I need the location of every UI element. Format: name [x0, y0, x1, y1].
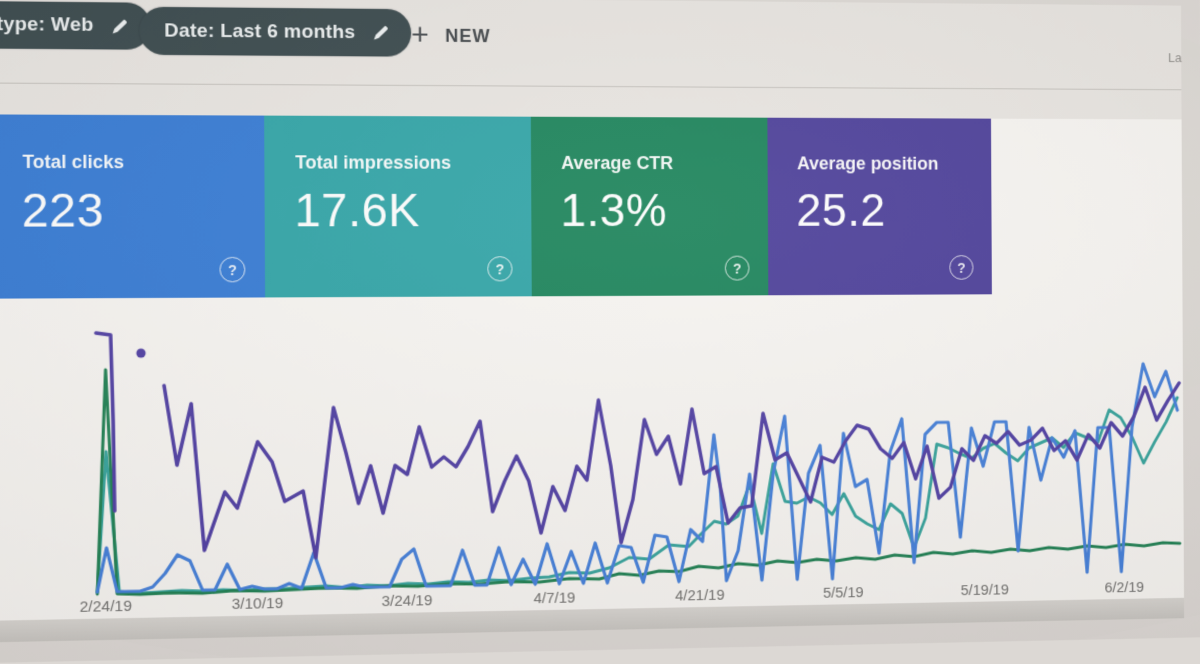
x-axis-tick-label: 2/24/19: [80, 598, 132, 616]
card-value: 223: [21, 183, 105, 237]
help-icon[interactable]: ?: [219, 256, 246, 283]
card-value: 1.3%: [560, 183, 668, 237]
new-filter-button[interactable]: + NEW: [411, 18, 491, 52]
date-filter-chip[interactable]: Date: Last 6 months: [139, 6, 412, 57]
total-impressions-card[interactable]: Total impressions 17.6K ?: [264, 115, 532, 298]
help-icon[interactable]: ?: [949, 255, 974, 280]
filter-bar: type: Web Date: Last 6 months + NEW La: [0, 0, 1182, 91]
x-axis-tick-label: 6/2/19: [1104, 579, 1144, 596]
series-line-position: [164, 377, 1180, 560]
search-type-filter-chip[interactable]: type: Web: [0, 0, 152, 50]
new-button-label: NEW: [445, 25, 491, 46]
search-console-screen: type: Web Date: Last 6 months + NEW La T: [0, 0, 1185, 643]
card-value: 25.2: [796, 184, 886, 236]
card-label: Average position: [797, 153, 939, 174]
card-value: 17.6K: [294, 183, 421, 237]
edit-pencil-icon: [112, 19, 128, 34]
plus-icon: +: [411, 18, 431, 52]
x-axis-tick-label: 5/19/19: [961, 582, 1009, 599]
x-axis-tick-label: 4/21/19: [675, 587, 725, 605]
date-chip-label: Date: Last 6 months: [164, 19, 356, 43]
photographed-screen: type: Web Date: Last 6 months + NEW La T: [0, 0, 1184, 642]
performance-chart-svg: 2/24/19 3/10/19 3/24/19 4/7/19 4/21/19 5/5/19…: [80, 293, 1184, 616]
metric-cards-row: Total clicks 223 ? Total impressions 17.…: [0, 114, 1182, 299]
partial-top-right-text: La: [1167, 50, 1182, 65]
total-clicks-card[interactable]: Total clicks 223 ?: [0, 114, 266, 299]
help-icon[interactable]: ?: [724, 255, 750, 281]
average-position-card[interactable]: Average position 25.2 ?: [767, 117, 992, 296]
performance-chart: 2/24/19 3/10/19 3/24/19 4/7/19 4/21/19 5/5/19…: [0, 293, 1184, 620]
x-axis-tick-label: 5/5/19: [823, 584, 864, 601]
series-line-ctr: [96, 362, 1180, 596]
card-label: Average CTR: [561, 152, 674, 174]
card-label: Total clicks: [22, 151, 125, 173]
search-type-chip-label: type: Web: [0, 13, 94, 37]
average-ctr-card[interactable]: Average CTR 1.3% ?: [530, 116, 769, 297]
x-axis-tick-label: 3/10/19: [232, 595, 284, 613]
performance-panel: Total clicks 223 ? Total impressions 17.…: [0, 114, 1184, 621]
x-axis-tick-label: 4/7/19: [533, 590, 575, 608]
edit-pencil-icon: [374, 26, 389, 40]
card-label: Total impressions: [295, 152, 452, 173]
x-axis-tick-label: 3/24/19: [381, 592, 432, 610]
series-point-position: [136, 348, 146, 358]
help-icon[interactable]: ?: [487, 256, 513, 282]
